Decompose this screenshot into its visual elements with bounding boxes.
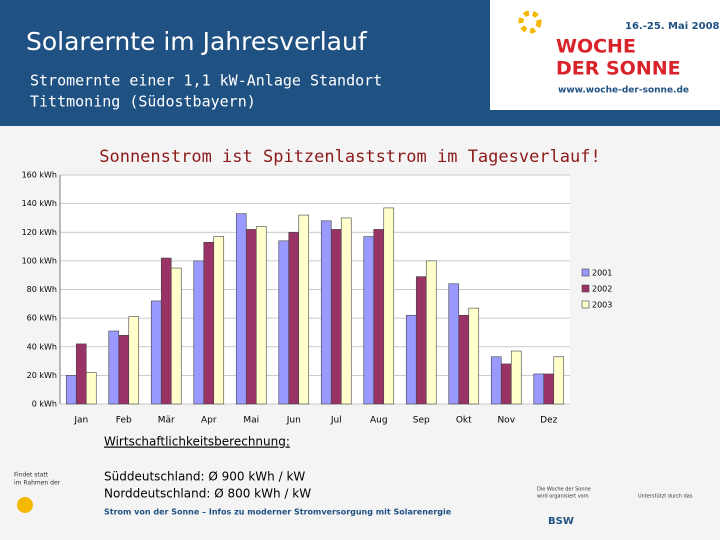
support-note: Unterstützt durch das: [638, 494, 693, 500]
x-tick-label: Aug: [370, 416, 388, 426]
x-tick-label: Apr: [201, 416, 217, 426]
bar: [245, 229, 257, 405]
logo-date: 16.-25. Mai 2008: [625, 21, 720, 32]
organizer-note: wird organisiert vom: [537, 494, 589, 500]
bar: [128, 316, 140, 405]
bar: [75, 343, 87, 405]
bar: [500, 363, 512, 405]
logo-name: DER SONNE: [556, 58, 681, 80]
x-tick-label: Jan: [73, 416, 88, 426]
x-tick-label: Mär: [158, 416, 175, 426]
bar: [150, 300, 162, 405]
left-note: im Rahmen der: [14, 480, 61, 487]
bar: [278, 240, 290, 405]
legend-swatch: [581, 284, 590, 293]
y-tick-label: 0 kWh: [32, 400, 57, 409]
left-note: Findet statt: [14, 472, 49, 479]
bar: [160, 257, 172, 405]
bar: [235, 213, 247, 405]
y-tick-label: 20 kWh: [27, 371, 57, 380]
organizer-note: Die Woche der Sonne: [537, 487, 591, 493]
bar: [320, 220, 332, 405]
bar: [373, 229, 385, 405]
bar: [363, 236, 375, 405]
chart-title: Sonnenstrom ist Spitzenlaststrom im Tage…: [99, 147, 601, 167]
bar: [203, 241, 215, 405]
x-tick-label: Nov: [497, 416, 515, 426]
bar: [85, 372, 97, 405]
subtitle: Tittmoning (Südostbayern): [30, 93, 256, 111]
bar: [298, 214, 310, 405]
bsw-logo: BSW: [548, 516, 574, 527]
legend-label: 2002: [592, 285, 612, 294]
bar: [543, 373, 555, 405]
legend-swatch: [581, 268, 590, 277]
bar: [255, 226, 267, 405]
y-tick-label: 80 kWh: [27, 285, 57, 294]
bar: [288, 231, 300, 405]
footer-line: Norddeutschland: Ø 800 kWh / kW: [104, 487, 311, 501]
bar: [425, 260, 437, 405]
footer-line: Süddeutschland: Ø 900 kWh / kW: [104, 470, 305, 484]
y-tick-label: 160 kWh: [22, 171, 57, 180]
bar: [65, 375, 77, 405]
logo-url: www.woche-der-sonne.de: [558, 86, 689, 96]
tagline: Strom von der Sonne – Infos zu moderner …: [104, 508, 452, 517]
bar: [405, 314, 417, 405]
logo-area: [490, 0, 720, 110]
chart: 0 kWh 20 kWh 40 kWh 60 kWh 80 kWh 100 kWh 120 …: [22, 171, 613, 426]
legend-label: 2001: [592, 269, 612, 278]
y-tick-label: 120 kWh: [22, 228, 57, 237]
y-tick-label: 140 kWh: [22, 199, 57, 208]
bar: [330, 229, 342, 405]
bar: [490, 356, 502, 405]
slide-title: Solarernte im Jahresverlauf: [26, 27, 368, 56]
bar: [448, 283, 460, 405]
x-tick-label: Mai: [243, 416, 259, 426]
footer-heading: Wirtschaftlichkeitsberechnung:: [104, 435, 290, 449]
x-tick-label: Jul: [330, 416, 342, 426]
partner-logo: [17, 497, 33, 513]
bar: [510, 350, 522, 405]
bar: [468, 307, 480, 405]
x-tick-label: Sep: [413, 416, 430, 426]
legend-label: 2003: [592, 301, 612, 310]
y-tick-label: 60 kWh: [27, 314, 57, 323]
x-tick-label: Jun: [286, 416, 301, 426]
bar: [193, 260, 205, 405]
logo-name: WOCHE: [556, 36, 636, 58]
subtitle: Stromernte einer 1,1 kW-Anlage Standort: [30, 72, 382, 90]
x-tick-label: Feb: [116, 416, 132, 426]
bar: [383, 207, 395, 405]
y-tick-label: 100 kWh: [22, 256, 57, 265]
bar: [108, 330, 120, 405]
legend-swatch: [581, 300, 590, 309]
bar: [415, 276, 427, 405]
bar: [553, 356, 565, 405]
bar: [340, 217, 352, 405]
y-tick-label: 40 kWh: [27, 342, 57, 351]
sun-icon: [518, 10, 542, 34]
x-tick-label: Okt: [456, 416, 472, 426]
bar: [213, 236, 225, 405]
bar: [533, 373, 545, 405]
bar: [118, 334, 130, 405]
bar: [170, 267, 182, 405]
bar: [458, 314, 470, 405]
x-tick-label: Dez: [540, 416, 557, 426]
